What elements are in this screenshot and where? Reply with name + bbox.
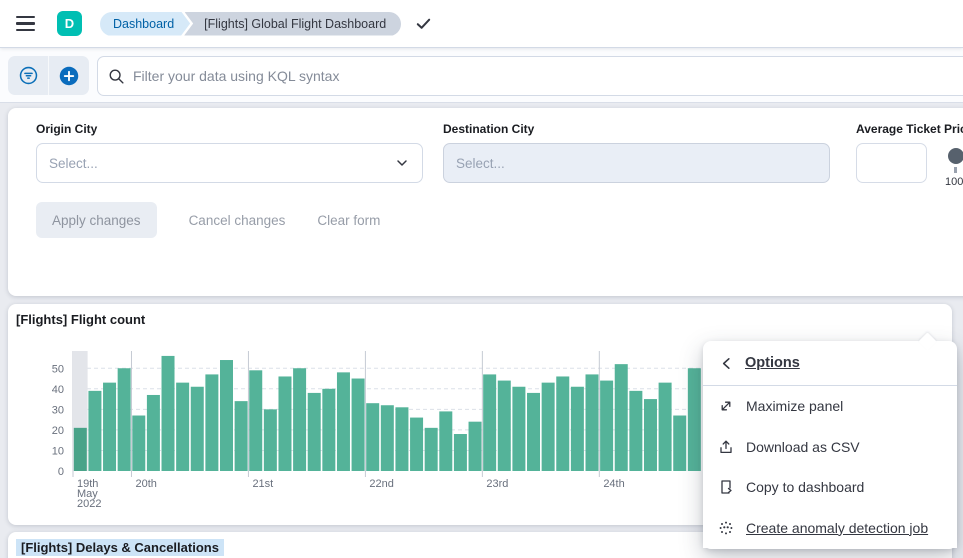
origin-city-field: Origin City Select... [36, 122, 423, 183]
destination-city-select[interactable]: Select... [443, 143, 830, 183]
average-ticket-price-input[interactable] [856, 143, 927, 183]
options-menu-header: Options [703, 341, 957, 386]
filter-circle-icon [19, 66, 37, 85]
kql-search-bar [97, 56, 963, 96]
cancel-changes-button[interactable]: Cancel changes [188, 212, 286, 228]
slider-thumb[interactable] [948, 148, 963, 164]
menu-item-copy-to-dashboard[interactable]: Copy to dashboard [703, 467, 957, 508]
maximize-icon [721, 401, 731, 411]
menu-item-maximize-panel[interactable]: Maximize panel [703, 386, 957, 427]
svg-text:23rd: 23rd [486, 478, 508, 490]
options-menu-title[interactable]: Options [745, 355, 800, 371]
svg-text:22nd: 22nd [369, 478, 393, 490]
svg-text:21st: 21st [252, 478, 273, 490]
price-range-slider: 100 [945, 143, 963, 203]
add-filter-icon [59, 66, 79, 85]
breadcrumb-dashboard[interactable]: Dashboard [100, 12, 190, 36]
download-icon [720, 440, 732, 453]
svg-text:10: 10 [52, 445, 64, 457]
menu-icon[interactable] [16, 12, 40, 36]
origin-city-label: Origin City [36, 122, 98, 136]
slider-tick [954, 167, 957, 173]
svg-text:0: 0 [58, 466, 64, 478]
delays-panel-title[interactable]: [Flights] Delays & Cancellations [16, 539, 224, 556]
destination-city-value: Select... [456, 155, 505, 171]
filters-form-panel: Origin City Select... Destination City S… [8, 108, 963, 296]
ml-icon [719, 521, 733, 535]
app-logo[interactable]: D [57, 11, 82, 36]
flight-count-panel-title[interactable]: [Flights] Flight count [16, 312, 146, 327]
filter-button-group [8, 56, 89, 95]
saved-query-button[interactable] [8, 56, 48, 95]
origin-city-select[interactable]: Select... [36, 143, 423, 183]
svg-text:20: 20 [52, 425, 64, 437]
menu-item-download-csv[interactable]: Download as CSV [703, 426, 957, 467]
top-header: D Dashboard [Flights] Global Flight Dash… [0, 0, 963, 48]
destination-city-label: Destination City [443, 122, 535, 136]
slider-tick-label: 100 [945, 176, 963, 188]
query-bar [0, 48, 963, 103]
apply-changes-button[interactable]: Apply changes [36, 202, 157, 238]
svg-text:24th: 24th [603, 478, 624, 490]
svg-text:30: 30 [52, 404, 64, 416]
clear-form-button[interactable]: Clear form [317, 212, 381, 228]
svg-text:50: 50 [52, 363, 64, 375]
menu-item-create-anomaly-job[interactable]: Create anomaly detection job [703, 507, 957, 548]
panel-options-menu: Options Maximize panel Download as CSV C… [703, 332, 957, 549]
svg-text:20th: 20th [135, 478, 156, 490]
kql-search-input[interactable] [133, 68, 963, 84]
svg-text:2022: 2022 [77, 498, 101, 510]
origin-city-value: Select... [49, 155, 98, 171]
average-ticket-price-label: Average Ticket Price [856, 122, 963, 136]
search-icon [109, 69, 124, 84]
breadcrumb: Dashboard [Flights] Global Flight Dashbo… [100, 11, 402, 36]
destination-city-field: Destination City Select... [443, 122, 830, 183]
flight-count-panel: [Flights] Flight count 0 10 20 30 40 50 19th Ma… [8, 304, 952, 525]
breadcrumb-current-dashboard[interactable]: [Flights] Global Flight Dashboard [184, 11, 402, 36]
svg-text:40: 40 [52, 384, 64, 396]
chevron-down-icon [397, 160, 407, 166]
divider [48, 56, 49, 95]
check-icon[interactable] [414, 14, 433, 33]
svg-text:May: May [77, 488, 98, 500]
chevron-left-icon[interactable] [719, 356, 734, 371]
copy-icon [721, 480, 732, 494]
add-filter-button[interactable] [49, 56, 89, 95]
svg-text:19th: 19th [77, 478, 98, 490]
average-ticket-price-field: Average Ticket Price 100 [856, 122, 963, 203]
form-buttons: Apply changes Cancel changes Clear form [36, 202, 380, 238]
